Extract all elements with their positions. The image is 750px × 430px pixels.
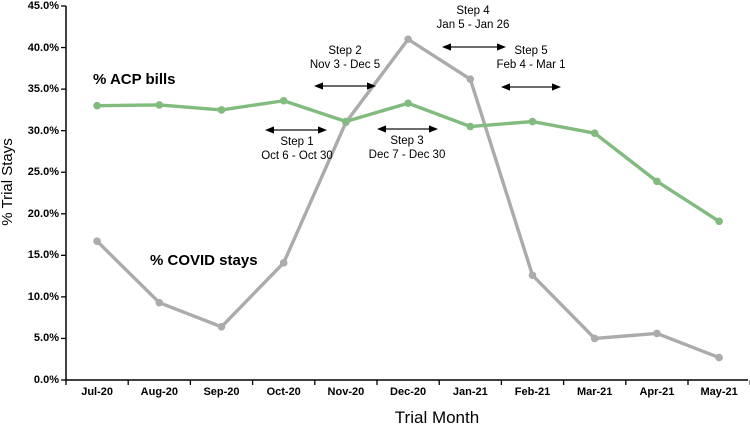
data-point-1: [404, 99, 412, 108]
series-label-acp-bills: % ACP bills: [93, 71, 176, 88]
data-point-1: [342, 117, 350, 126]
x-tick-label: May-21: [700, 386, 738, 398]
annotation-step-5: Step 5 Feb 4 - Mar 1: [496, 45, 565, 72]
data-point-1: [279, 96, 288, 105]
x-tick-label: Jan-21: [452, 386, 488, 398]
x-tick-label: Oct-20: [266, 386, 301, 398]
annotation-step-5-dates: Feb 4 - Mar 1: [496, 58, 566, 71]
x-tick-label: Feb-21: [514, 386, 551, 398]
data-point-1: [217, 106, 226, 114]
y-tick-label: 5.0%: [33, 332, 59, 345]
annotation-step-3: Step 3 Dec 7 - Dec 30: [369, 135, 446, 162]
y-tick-label: 30.0%: [27, 124, 59, 137]
step-arrow-right-head: [318, 126, 327, 134]
data-point-1: [155, 101, 164, 109]
annotation-step-3-title: Step 3: [390, 135, 424, 147]
data-point-1: [590, 129, 599, 137]
data-point-0: [217, 323, 226, 331]
x-tick-label: Aug-20: [140, 386, 178, 398]
step-arrow-left-head: [501, 83, 510, 91]
step-arrow-right-head: [552, 83, 561, 91]
x-axis-title: Trial Month: [394, 408, 480, 427]
step-arrow-right-head: [497, 43, 506, 51]
x-tick-label: Mar-21: [576, 386, 613, 398]
data-point-0: [590, 334, 599, 343]
annotation-step-2-dates: Nov 3 - Dec 5: [309, 58, 381, 71]
step-arrow-left-head: [377, 125, 386, 133]
data-point-0: [528, 271, 537, 280]
data-point-1: [466, 122, 475, 131]
y-tick-label: 45.0%: [27, 0, 59, 12]
data-point-0: [653, 329, 661, 338]
annotation-step-1-title: Step 1: [280, 136, 314, 148]
annotation-step-5-title: Step 5: [514, 45, 548, 57]
y-axis-title: % Trial Stays: [0, 138, 16, 226]
series-label-covid-stays: % COVID stays: [150, 252, 258, 269]
annotation-step-1-dates: Oct 6 - Oct 30: [261, 149, 333, 162]
data-point-1: [715, 217, 723, 226]
data-point-0: [404, 35, 412, 44]
annotation-step-4: Step 4 Jan 5 - Jan 26: [437, 5, 510, 32]
annotation-step-3-dates: Dec 7 - Dec 30: [368, 148, 446, 161]
data-point-0: [155, 298, 164, 307]
x-tick-label: Jul-20: [81, 386, 113, 398]
data-point-0: [279, 259, 288, 267]
annotation-step-4-dates: Jan 5 - Jan 26: [436, 18, 510, 31]
y-tick-label: 0.0%: [33, 374, 59, 386]
y-tick-label: 40.0%: [27, 41, 59, 54]
y-tick-label: 25.0%: [27, 166, 59, 179]
y-tick-label: 15.0%: [27, 249, 59, 262]
data-point-1: [528, 117, 537, 126]
y-tick-label: 10.0%: [27, 290, 59, 303]
y-tick-label: 20.0%: [27, 207, 59, 220]
data-point-1: [653, 177, 661, 186]
step-arrow-left-head: [442, 43, 451, 51]
y-tick-label: 35.0%: [27, 83, 59, 96]
data-point-0: [93, 237, 101, 246]
data-point-0: [466, 75, 475, 83]
annotation-step-4-title: Step 4: [456, 5, 490, 17]
x-tick-label: Sep-20: [203, 386, 240, 398]
x-tick-label: Nov-20: [327, 386, 365, 398]
step-arrow-left-head: [265, 126, 274, 134]
annotation-step-2-title: Step 2: [328, 45, 362, 57]
data-point-0: [715, 353, 723, 362]
annotation-step-2: Step 2 Nov 3 - Dec 5: [310, 45, 380, 72]
step-arrow-left-head: [314, 82, 323, 90]
x-tick-label: Apr-21: [639, 386, 675, 398]
x-tick-label: Dec-20: [390, 386, 427, 398]
annotation-step-1: Step 1 Oct 6 - Oct 30: [261, 136, 333, 163]
step-arrow-right-head: [429, 125, 438, 133]
data-point-1: [93, 101, 101, 110]
step-arrow-right-head: [367, 82, 376, 90]
series-line-0: [95, 37, 721, 360]
